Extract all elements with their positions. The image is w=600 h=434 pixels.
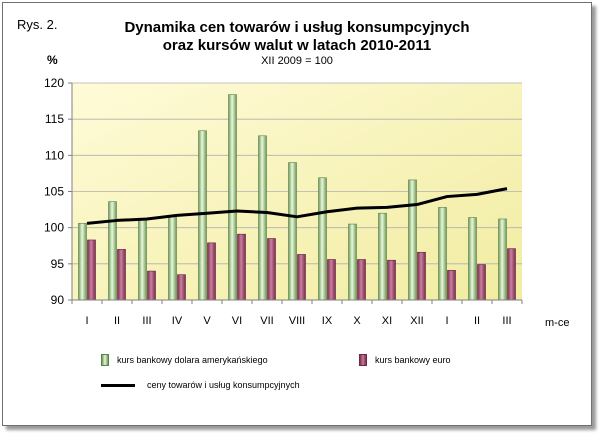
bar-usd: [378, 212, 387, 301]
bar-eur: [297, 254, 306, 301]
bar-eur: [87, 239, 96, 301]
legend-item-eur: kurs bankowy euro: [359, 354, 451, 366]
bar-usd: [198, 130, 207, 301]
y-tick-label: 120: [44, 76, 64, 90]
legend-label-eur: kurs bankowy euro: [375, 355, 451, 365]
x-tick-label: XII: [410, 315, 423, 327]
bar-usd: [438, 207, 447, 301]
x-tick-label: I: [445, 315, 448, 327]
bar-usd: [348, 223, 357, 301]
x-tick-label: IV: [172, 315, 183, 327]
bar-usd: [498, 218, 507, 301]
figure-label: Rys. 2.: [17, 17, 58, 32]
bar-eur: [147, 270, 156, 301]
legend-swatch-eur: [359, 354, 367, 366]
bar-usd: [138, 219, 147, 301]
x-tick-label: V: [203, 315, 211, 327]
x-tick-label: II: [114, 315, 120, 327]
x-tick-label: VIII: [289, 315, 306, 327]
chart-title-line1: Dynamika cen towarów i usług konsumpcyjn…: [124, 19, 470, 36]
legend-item-usd: kurs bankowy dolara amerykańskiego: [101, 354, 268, 366]
x-tick-label: II: [474, 315, 480, 327]
bar-eur: [237, 233, 246, 301]
x-tick-label: X: [353, 315, 361, 327]
x-axis-unit: m-ce: [545, 317, 570, 329]
legend-label-usd: kurs bankowy dolara amerykańskiego: [117, 355, 268, 365]
bar-eur: [267, 238, 276, 301]
bar-eur: [207, 242, 216, 301]
y-axis-unit: %: [47, 53, 58, 67]
bar-eur: [417, 251, 426, 301]
bar-usd: [78, 223, 87, 301]
y-tick-label: 100: [44, 221, 64, 235]
bar-eur: [507, 248, 516, 301]
legend-item-cpi: ceny towarów i usług konsumpcyjnych: [101, 380, 300, 390]
y-tick-label: 115: [45, 112, 64, 126]
bar-eur: [177, 274, 186, 301]
bar-usd: [108, 201, 117, 301]
y-tick-label: 105: [44, 185, 64, 199]
chart-title-line2: oraz kursów walut w latach 2010-2011: [162, 37, 432, 54]
legend-swatch-cpi: [101, 383, 135, 387]
y-tick-label: 110: [45, 148, 64, 162]
bar-usd: [408, 179, 417, 301]
x-tick-label: VI: [232, 315, 242, 327]
bar-eur: [357, 259, 366, 301]
bar-usd: [168, 215, 177, 301]
bar-eur: [447, 270, 456, 301]
chart-subtitle: XII 2009 = 100: [261, 55, 333, 67]
y-tick-label: 90: [51, 293, 65, 307]
legend-label-cpi: ceny towarów i usług konsumpcyjnych: [147, 380, 300, 390]
x-tick-label: VII: [260, 315, 273, 327]
bar-eur: [387, 259, 396, 301]
x-tick-label: XI: [382, 315, 392, 327]
bar-usd: [258, 135, 267, 301]
bar-usd: [288, 162, 297, 301]
x-tick-label: IX: [322, 315, 333, 327]
bar-eur: [477, 264, 486, 301]
bar-eur: [327, 259, 336, 301]
legend-swatch-usd: [101, 354, 109, 366]
bar-eur: [117, 249, 126, 301]
bar-usd: [228, 94, 237, 301]
x-tick-label: I: [85, 315, 88, 327]
line-cpi: [86, 187, 508, 225]
chart-frame: Rys. 2. Dynamika cen towarów i usług kon…: [2, 2, 592, 426]
x-tick-label: III: [142, 315, 151, 327]
x-tick-label: III: [502, 315, 511, 327]
bar-usd: [318, 177, 327, 301]
bar-usd: [468, 217, 477, 301]
y-tick-label: 95: [51, 257, 65, 271]
